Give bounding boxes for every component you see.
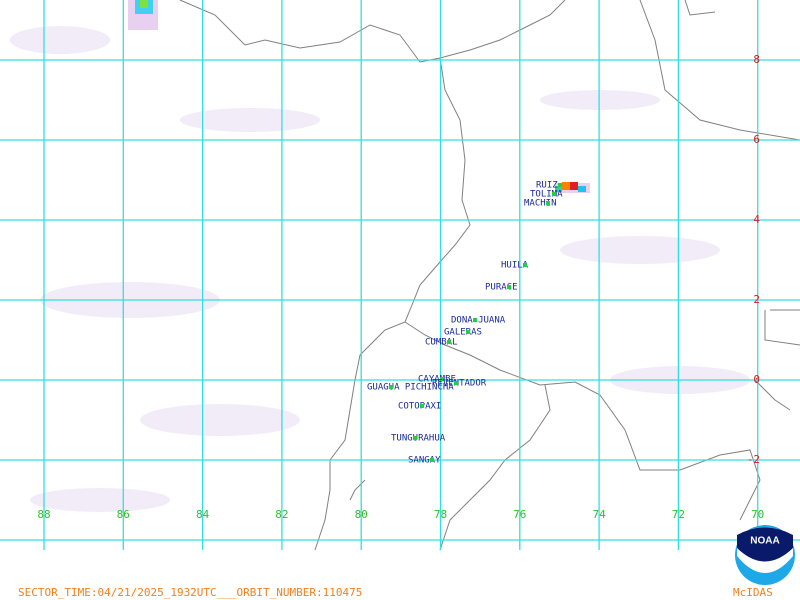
lat-label: -2 bbox=[747, 453, 760, 466]
lat-label: 8 bbox=[753, 53, 760, 66]
volcano-name: MACHIN bbox=[524, 199, 557, 209]
volcano-name: RUIZ bbox=[536, 181, 558, 191]
labels: 88 86 84 82 80 78 76 74 72 7086420-2RUIZTOLIMAMAC… bbox=[37, 53, 764, 521]
lat-label: 4 bbox=[753, 213, 760, 226]
noaa-logo: NOAA bbox=[735, 525, 795, 585]
volcano-name: DONA JUANA bbox=[451, 316, 506, 326]
lon-label: 72 bbox=[672, 508, 685, 521]
volcano-name: GALERAS bbox=[444, 328, 482, 338]
volcano-name: SANGAY bbox=[408, 456, 441, 466]
volcano-marker bbox=[507, 285, 511, 289]
lon-label: 70 bbox=[751, 508, 764, 521]
volcano-marker bbox=[440, 377, 444, 381]
volcano-marker bbox=[420, 404, 424, 408]
volcano-marker bbox=[552, 192, 556, 196]
volcano-name: HUILA bbox=[501, 261, 529, 271]
ash-plumes bbox=[128, 0, 590, 193]
volcano-marker bbox=[413, 436, 417, 440]
volcano-marker bbox=[558, 183, 562, 187]
volcano-name: GUAGUA PICHINCHA bbox=[367, 383, 454, 393]
lat-label: 2 bbox=[753, 293, 760, 306]
lon-label: 74 bbox=[592, 508, 606, 521]
graticule bbox=[0, 0, 800, 550]
lon-label: 84 bbox=[196, 508, 210, 521]
volcano-marker bbox=[430, 458, 434, 462]
volcano-name: PURACE bbox=[485, 283, 518, 293]
lon-label: 88 bbox=[37, 508, 50, 521]
volcano-name: CAYAMBE bbox=[418, 375, 456, 385]
volcano-marker bbox=[546, 201, 550, 205]
lon-label: 80 bbox=[355, 508, 368, 521]
volcano-marker bbox=[523, 263, 527, 267]
volcano-marker bbox=[389, 385, 393, 389]
lon-label: 82 bbox=[275, 508, 288, 521]
coastlines bbox=[179, 0, 800, 551]
volcano-marker bbox=[447, 340, 451, 344]
lon-label: 86 bbox=[117, 508, 130, 521]
volcano-name: TUNGURAHUA bbox=[391, 434, 446, 444]
lat-label: 0 bbox=[753, 373, 760, 386]
footer: SECTOR_TIME:04/21/2025_1932UTC___ORBIT_N… bbox=[18, 586, 362, 599]
volcano-marker bbox=[473, 318, 477, 322]
volcano-name: TOLIMA bbox=[530, 190, 563, 200]
software-label: McIDAS bbox=[733, 586, 773, 599]
lat-label: 6 bbox=[753, 133, 760, 146]
volcano-marker bbox=[466, 330, 470, 334]
volcano-name: COTOPAXI bbox=[398, 402, 441, 412]
logo-text: NOAA bbox=[750, 536, 779, 547]
lon-label: 76 bbox=[513, 508, 526, 521]
lon-label: 78 bbox=[434, 508, 447, 521]
volcano-name: REVENTADOR bbox=[432, 379, 487, 389]
volcano-name: CUMBAL bbox=[425, 338, 458, 348]
clouds bbox=[10, 26, 750, 512]
volcano-marker bbox=[454, 381, 458, 385]
